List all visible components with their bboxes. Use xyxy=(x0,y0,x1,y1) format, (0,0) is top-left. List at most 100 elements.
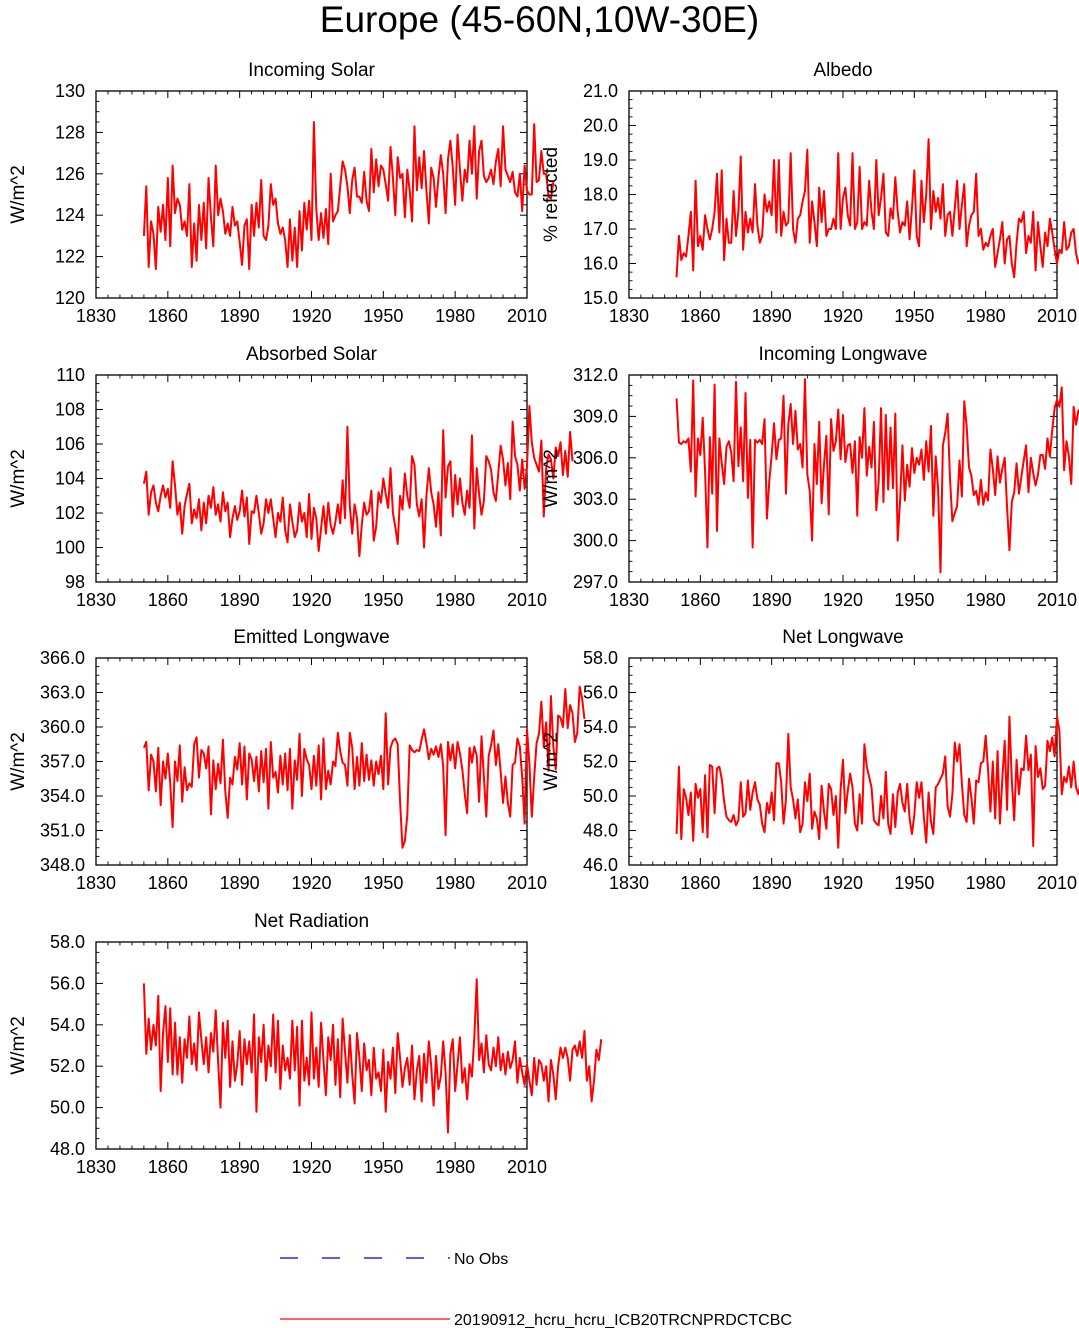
plot-frame xyxy=(95,374,528,583)
x-tick-label: 1890 xyxy=(220,873,260,893)
x-tick-label: 1860 xyxy=(148,873,188,893)
y-axis-label: W/m^2 xyxy=(8,449,29,508)
x-tick-label: 1920 xyxy=(823,873,863,893)
x-tick-label: 1890 xyxy=(220,306,260,326)
panel-title: Net Radiation xyxy=(254,911,369,932)
y-tick-label: 354.0 xyxy=(40,786,85,806)
x-tick-label: 1890 xyxy=(220,590,260,610)
x-tick-label: 1920 xyxy=(823,306,863,326)
y-tick-label: 19.0 xyxy=(583,150,618,170)
x-tick-label: 2010 xyxy=(1037,873,1077,893)
legend: No Obs 20190912_hcru_hcru_ICB20TRCNPRDCTC… xyxy=(280,1251,792,1328)
x-tick-label: 1830 xyxy=(609,590,649,610)
panel-title: Incoming Solar xyxy=(248,60,375,81)
y-tick-label: 48.0 xyxy=(50,1139,85,1159)
y-tick-label: 104 xyxy=(55,469,85,489)
chart-panel-1: Incoming Solar W/m^2 1830 1860 1890 1920 1950 1… xyxy=(8,60,555,326)
y-tick-label: 128 xyxy=(55,122,85,142)
x-tick-label: 1890 xyxy=(752,873,792,893)
y-tick-label: 56.0 xyxy=(50,973,85,993)
x-tick-label: 1980 xyxy=(435,590,475,610)
panel-title: Emitted Longwave xyxy=(233,627,389,648)
x-tick-label: 1830 xyxy=(76,1157,116,1177)
x-tick-label: 1830 xyxy=(76,590,116,610)
legend-model-label: 20190912_hcru_hcru_ICB20TRCNPRDCTCBC xyxy=(454,1312,792,1328)
x-tick-label: 2010 xyxy=(507,306,547,326)
y-tick-label: 98 xyxy=(65,572,85,592)
chart-panel-4: Incoming Longwave W/m^2 1830 1860 1890 1920 19… xyxy=(541,344,1079,610)
y-tick-label: 100 xyxy=(55,538,85,558)
x-tick-label: 1980 xyxy=(435,306,475,326)
y-tick-label: 357.0 xyxy=(40,752,85,772)
series-line-model xyxy=(142,978,603,1134)
y-tick-label: 15.0 xyxy=(583,288,618,308)
x-tick-label: 1920 xyxy=(291,306,331,326)
panel-title: Absorbed Solar xyxy=(246,344,378,365)
y-tick-label: 52.0 xyxy=(50,1056,85,1076)
panel-title: Incoming Longwave xyxy=(759,344,928,365)
x-tick-label: 1920 xyxy=(291,590,331,610)
series-line-model xyxy=(142,121,555,271)
x-tick-label: 1890 xyxy=(752,306,792,326)
y-tick-label: 106 xyxy=(55,434,85,454)
main-title: Europe (45-60N,10W-30E) xyxy=(319,0,760,40)
x-tick-label: 2010 xyxy=(507,590,547,610)
x-tick-label: 1860 xyxy=(680,306,720,326)
y-tick-label: 363.0 xyxy=(40,683,85,703)
y-axis-label: W/m^2 xyxy=(8,1016,29,1075)
x-tick-label: 1860 xyxy=(680,590,720,610)
y-axis-label: W/m^2 xyxy=(541,449,562,508)
y-tick-label: 50.0 xyxy=(583,786,618,806)
y-tick-label: 366.0 xyxy=(40,648,85,668)
y-axis-label: % reflected xyxy=(541,147,562,242)
y-tick-label: 122 xyxy=(55,247,85,267)
plot-frame xyxy=(95,941,528,1150)
series-line-model xyxy=(142,405,574,558)
y-axis-label: W/m^2 xyxy=(541,732,562,791)
y-tick-label: 52.0 xyxy=(583,752,618,772)
x-tick-label: 1950 xyxy=(894,306,934,326)
y-tick-label: 306.0 xyxy=(573,448,618,468)
y-tick-label: 303.0 xyxy=(573,489,618,509)
y-tick-label: 17.0 xyxy=(583,219,618,239)
y-tick-label: 108 xyxy=(55,400,85,420)
y-tick-label: 309.0 xyxy=(573,406,618,426)
panel-title: Albedo xyxy=(813,60,872,81)
y-tick-label: 120 xyxy=(55,288,85,308)
plot-frame xyxy=(95,657,528,866)
x-tick-label: 1860 xyxy=(148,1157,188,1177)
x-tick-label: 1890 xyxy=(752,590,792,610)
y-tick-label: 124 xyxy=(55,205,85,225)
x-tick-label: 1950 xyxy=(363,873,403,893)
series-line-model xyxy=(675,715,1079,849)
x-tick-label: 1950 xyxy=(363,590,403,610)
y-tick-label: 312.0 xyxy=(573,365,618,385)
y-tick-label: 56.0 xyxy=(583,683,618,703)
y-tick-label: 297.0 xyxy=(573,572,618,592)
chart-panel-5: Emitted Longwave W/m^2 1830 1860 1890 1920 195… xyxy=(8,627,586,893)
y-tick-label: 54.0 xyxy=(50,1015,85,1035)
chart-panel-7: Net Radiation W/m^2 1830 1860 1890 1920 1950 19… xyxy=(8,911,603,1177)
y-tick-label: 351.0 xyxy=(40,821,85,841)
y-tick-label: 21.0 xyxy=(583,81,618,101)
x-tick-label: 1830 xyxy=(609,873,649,893)
x-tick-label: 1860 xyxy=(680,873,720,893)
x-tick-label: 1950 xyxy=(894,590,934,610)
x-tick-label: 1980 xyxy=(966,873,1006,893)
x-tick-label: 2010 xyxy=(507,873,547,893)
y-tick-label: 58.0 xyxy=(583,648,618,668)
y-tick-label: 360.0 xyxy=(40,717,85,737)
x-tick-label: 1830 xyxy=(76,306,116,326)
x-tick-label: 1950 xyxy=(894,873,934,893)
y-tick-label: 110 xyxy=(56,365,85,385)
x-tick-label: 1980 xyxy=(966,590,1006,610)
x-tick-label: 1860 xyxy=(148,590,188,610)
x-tick-label: 1980 xyxy=(966,306,1006,326)
y-axis-label: W/m^2 xyxy=(8,165,29,224)
y-tick-label: 300.0 xyxy=(573,531,618,551)
x-tick-label: 1950 xyxy=(363,306,403,326)
x-tick-label: 1950 xyxy=(363,1157,403,1177)
x-tick-label: 1920 xyxy=(291,873,331,893)
y-axis-label: W/m^2 xyxy=(8,732,29,791)
